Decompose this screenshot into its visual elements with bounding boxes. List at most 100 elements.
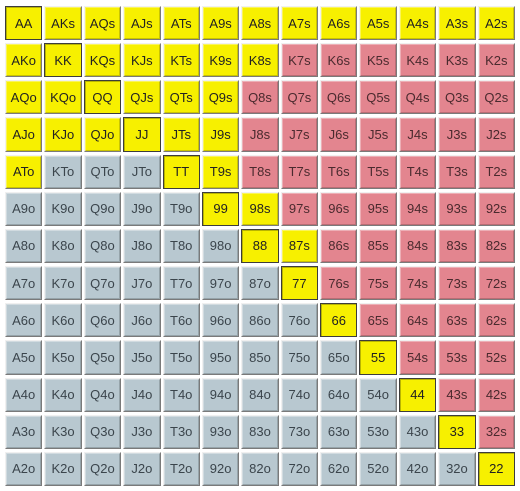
offsuit-hand-cell[interactable]: A3o <box>5 414 43 449</box>
offsuit-hand-cell[interactable]: Q9o <box>83 191 122 226</box>
offsuit-hand-cell[interactable]: 93o <box>201 414 240 449</box>
suited-hand-cell[interactable]: 84s <box>398 228 437 264</box>
suited-hand-cell[interactable]: 42s <box>477 377 515 412</box>
offsuit-hand-cell[interactable]: K3o <box>44 414 82 449</box>
offsuit-hand-cell[interactable]: 82o <box>241 451 279 486</box>
pocket-pair-cell[interactable]: KK <box>44 43 82 78</box>
suited-hand-cell[interactable]: 64s <box>398 303 437 338</box>
offsuit-hand-cell[interactable]: QJo <box>83 117 122 152</box>
suited-hand-cell[interactable]: Q8s <box>241 80 279 115</box>
suited-hand-cell[interactable]: 97s <box>280 191 319 226</box>
offsuit-hand-cell[interactable]: J9o <box>123 191 161 226</box>
suited-hand-cell[interactable]: J2s <box>477 117 515 152</box>
pocket-pair-cell[interactable]: JJ <box>123 117 161 152</box>
suited-hand-cell[interactable]: 87s <box>280 228 319 264</box>
suited-hand-cell[interactable]: 32s <box>477 414 515 449</box>
offsuit-hand-cell[interactable]: 62o <box>320 451 358 486</box>
suited-hand-cell[interactable]: AQs <box>83 6 122 41</box>
offsuit-hand-cell[interactable]: 96o <box>201 303 240 338</box>
offsuit-hand-cell[interactable]: Q6o <box>83 303 122 338</box>
offsuit-hand-cell[interactable]: J4o <box>123 377 161 412</box>
pocket-pair-cell[interactable]: 55 <box>359 340 397 375</box>
offsuit-hand-cell[interactable]: KJo <box>44 117 82 152</box>
suited-hand-cell[interactable]: 73s <box>438 266 476 301</box>
suited-hand-cell[interactable]: 98s <box>241 191 279 226</box>
offsuit-hand-cell[interactable]: Q3o <box>83 414 122 449</box>
suited-hand-cell[interactable]: A6s <box>320 6 358 41</box>
offsuit-hand-cell[interactable]: 63o <box>320 414 358 449</box>
offsuit-hand-cell[interactable]: 87o <box>241 266 279 301</box>
suited-hand-cell[interactable]: 74s <box>398 266 437 301</box>
suited-hand-cell[interactable]: 72s <box>477 266 515 301</box>
suited-hand-cell[interactable]: 94s <box>398 191 437 226</box>
suited-hand-cell[interactable]: J3s <box>438 117 476 152</box>
suited-hand-cell[interactable]: K4s <box>398 43 437 78</box>
offsuit-hand-cell[interactable]: 42o <box>398 451 437 486</box>
offsuit-hand-cell[interactable]: J5o <box>123 340 161 375</box>
pocket-pair-cell[interactable]: 22 <box>477 451 515 486</box>
suited-hand-cell[interactable]: K6s <box>320 43 358 78</box>
suited-hand-cell[interactable]: A8s <box>241 6 279 41</box>
pocket-pair-cell[interactable]: 66 <box>320 303 358 338</box>
suited-hand-cell[interactable]: K7s <box>280 43 319 78</box>
offsuit-hand-cell[interactable]: K9o <box>44 191 82 226</box>
offsuit-hand-cell[interactable]: J3o <box>123 414 161 449</box>
offsuit-hand-cell[interactable]: A4o <box>5 377 43 412</box>
offsuit-hand-cell[interactable]: T7o <box>162 266 200 301</box>
offsuit-hand-cell[interactable]: T9o <box>162 191 200 226</box>
offsuit-hand-cell[interactable]: 97o <box>201 266 240 301</box>
suited-hand-cell[interactable]: T5s <box>359 154 397 189</box>
offsuit-hand-cell[interactable]: A9o <box>5 191 43 226</box>
suited-hand-cell[interactable]: J7s <box>280 117 319 152</box>
offsuit-hand-cell[interactable]: 72o <box>280 451 319 486</box>
offsuit-hand-cell[interactable]: 74o <box>280 377 319 412</box>
suited-hand-cell[interactable]: JTs <box>162 117 200 152</box>
offsuit-hand-cell[interactable]: T3o <box>162 414 200 449</box>
suited-hand-cell[interactable]: T7s <box>280 154 319 189</box>
offsuit-hand-cell[interactable]: 85o <box>241 340 279 375</box>
suited-hand-cell[interactable]: J9s <box>201 117 240 152</box>
offsuit-hand-cell[interactable]: 65o <box>320 340 358 375</box>
offsuit-hand-cell[interactable]: 64o <box>320 377 358 412</box>
offsuit-hand-cell[interactable]: 73o <box>280 414 319 449</box>
suited-hand-cell[interactable]: Q5s <box>359 80 397 115</box>
suited-hand-cell[interactable]: A2s <box>477 6 515 41</box>
suited-hand-cell[interactable]: A7s <box>280 6 319 41</box>
suited-hand-cell[interactable]: T4s <box>398 154 437 189</box>
suited-hand-cell[interactable]: 76s <box>320 266 358 301</box>
suited-hand-cell[interactable]: J5s <box>359 117 397 152</box>
offsuit-hand-cell[interactable]: K5o <box>44 340 82 375</box>
offsuit-hand-cell[interactable]: 84o <box>241 377 279 412</box>
offsuit-hand-cell[interactable]: A2o <box>5 451 43 486</box>
offsuit-hand-cell[interactable]: A5o <box>5 340 43 375</box>
offsuit-hand-cell[interactable]: 75o <box>280 340 319 375</box>
suited-hand-cell[interactable]: Q9s <box>201 80 240 115</box>
suited-hand-cell[interactable]: 95s <box>359 191 397 226</box>
offsuit-hand-cell[interactable]: A6o <box>5 303 43 338</box>
suited-hand-cell[interactable]: Q6s <box>320 80 358 115</box>
suited-hand-cell[interactable]: QTs <box>162 80 200 115</box>
offsuit-hand-cell[interactable]: Q7o <box>83 266 122 301</box>
suited-hand-cell[interactable]: T3s <box>438 154 476 189</box>
offsuit-hand-cell[interactable]: QTo <box>83 154 122 189</box>
offsuit-hand-cell[interactable]: Q5o <box>83 340 122 375</box>
offsuit-hand-cell[interactable]: 95o <box>201 340 240 375</box>
pocket-pair-cell[interactable]: 88 <box>241 228 279 264</box>
offsuit-hand-cell[interactable]: 83o <box>241 414 279 449</box>
suited-hand-cell[interactable]: 63s <box>438 303 476 338</box>
suited-hand-cell[interactable]: A5s <box>359 6 397 41</box>
offsuit-hand-cell[interactable]: ATo <box>5 154 43 189</box>
offsuit-hand-cell[interactable]: AQo <box>5 80 43 115</box>
suited-hand-cell[interactable]: 75s <box>359 266 397 301</box>
suited-hand-cell[interactable]: A9s <box>201 6 240 41</box>
suited-hand-cell[interactable]: KQs <box>83 43 122 78</box>
offsuit-hand-cell[interactable]: K8o <box>44 228 82 264</box>
offsuit-hand-cell[interactable]: 43o <box>398 414 437 449</box>
pocket-pair-cell[interactable]: 77 <box>280 266 319 301</box>
suited-hand-cell[interactable]: 62s <box>477 303 515 338</box>
offsuit-hand-cell[interactable]: K4o <box>44 377 82 412</box>
suited-hand-cell[interactable]: 93s <box>438 191 476 226</box>
offsuit-hand-cell[interactable]: 98o <box>201 228 240 264</box>
suited-hand-cell[interactable]: A3s <box>438 6 476 41</box>
suited-hand-cell[interactable]: J8s <box>241 117 279 152</box>
